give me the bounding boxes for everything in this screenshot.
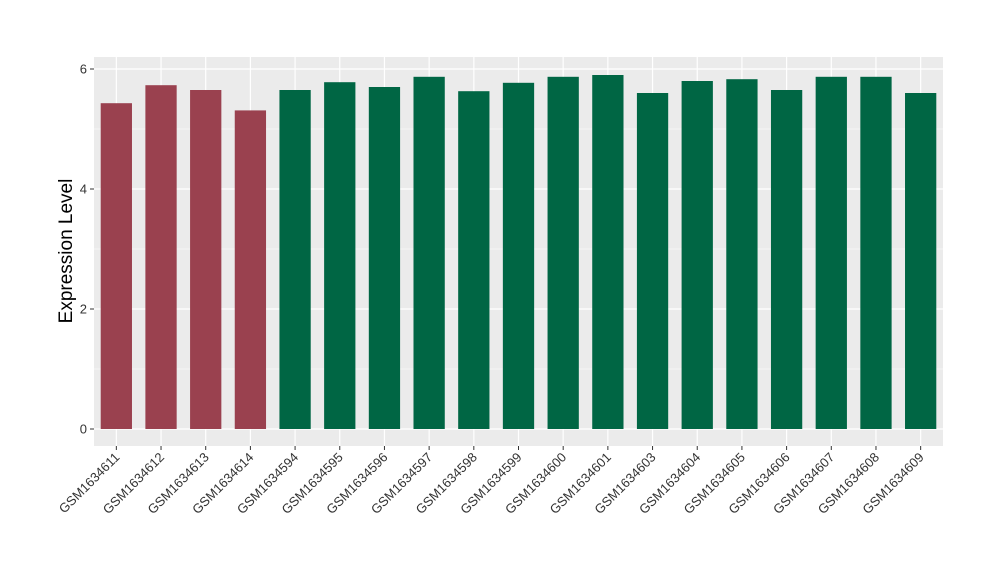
bars xyxy=(100,75,937,430)
bar-GSM1634606 xyxy=(770,90,803,429)
bar-GSM1634597 xyxy=(413,76,445,430)
bar-GSM1634612 xyxy=(145,85,177,429)
y-tick-label: 4 xyxy=(80,182,87,197)
bar-GSM1634594 xyxy=(279,90,311,429)
bar-GSM1634607 xyxy=(815,76,847,430)
bar-GSM1634596 xyxy=(368,87,401,429)
bar-GSM1634599 xyxy=(502,82,535,430)
bar-GSM1634605 xyxy=(726,79,758,429)
bar-GSM1634603 xyxy=(636,93,669,429)
bar-GSM1634609 xyxy=(905,93,937,429)
bar-GSM1634613 xyxy=(190,90,222,429)
y-tick-label: 2 xyxy=(80,302,87,317)
y-tick-label: 0 xyxy=(80,422,87,437)
bar-GSM1634608 xyxy=(860,76,892,430)
bar-GSM1634598 xyxy=(458,91,490,429)
y-axis: 0 2 4 6 xyxy=(80,62,94,437)
bar-GSM1634601 xyxy=(592,75,624,429)
bar-GSM1634611 xyxy=(100,103,132,429)
bar-GSM1634595 xyxy=(324,82,356,429)
x-axis: GSM1634611GSM1634612GSM1634613GSM1634614… xyxy=(56,446,927,517)
bar-GSM1634600 xyxy=(547,76,579,430)
y-axis-title: Expression Level xyxy=(56,179,77,324)
bar-GSM1634604 xyxy=(681,81,713,429)
y-tick-label: 6 xyxy=(80,62,87,77)
bar-GSM1634614 xyxy=(234,110,267,430)
